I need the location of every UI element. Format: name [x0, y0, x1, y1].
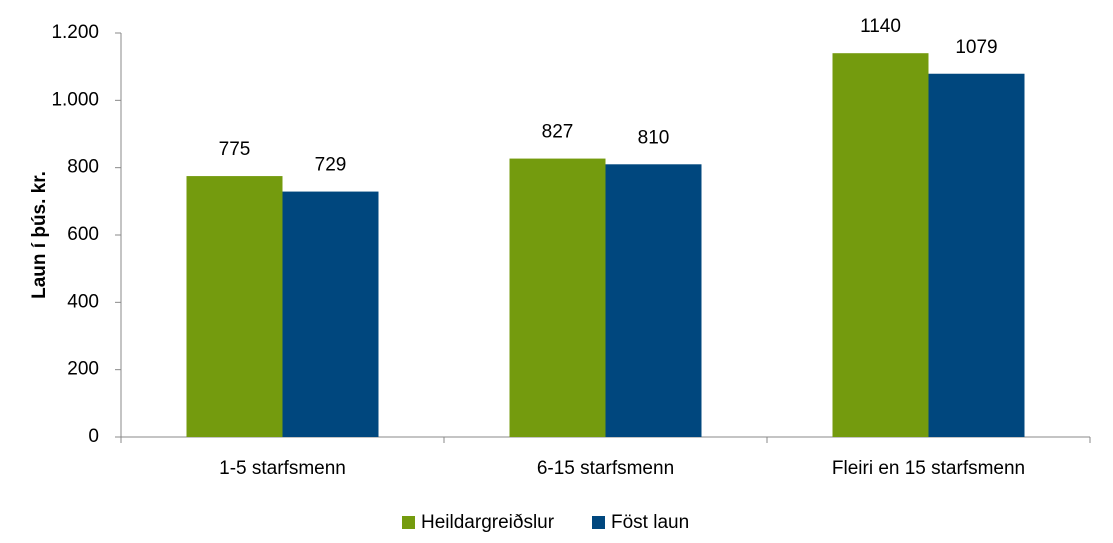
bar: [832, 53, 929, 437]
legend-swatch: [592, 516, 605, 529]
data-label: 1140: [860, 16, 901, 37]
data-label: 810: [638, 127, 670, 148]
y-tick-label: 800: [67, 157, 99, 178]
x-tick-label: 6-15 starfsmenn: [537, 458, 674, 479]
x-tick-label: Fleiri en 15 starfsmenn: [832, 458, 1025, 479]
bar: [928, 73, 1025, 437]
data-label: 729: [315, 155, 347, 176]
x-tick-label: 1-5 starfsmenn: [219, 458, 346, 479]
y-tick-label: 1.000: [51, 89, 99, 110]
data-label: 1079: [955, 37, 997, 58]
y-tick-label: 200: [67, 359, 99, 380]
data-label: 775: [219, 139, 251, 160]
y-tick-label: 0: [88, 426, 99, 447]
data-label: 827: [542, 122, 574, 143]
legend-label: Föst laun: [611, 512, 689, 533]
bar: [282, 191, 379, 437]
legend-label: Heildargreiðslur: [421, 512, 555, 533]
y-tick-label: 1.200: [51, 22, 99, 43]
bar: [186, 176, 283, 438]
y-axis-label: Laun í þús. kr.: [29, 171, 50, 299]
bar: [509, 158, 606, 437]
y-tick-label: 600: [67, 224, 99, 245]
legend-swatch: [402, 516, 415, 529]
y-tick-label: 400: [67, 291, 99, 312]
bar: [605, 164, 702, 438]
